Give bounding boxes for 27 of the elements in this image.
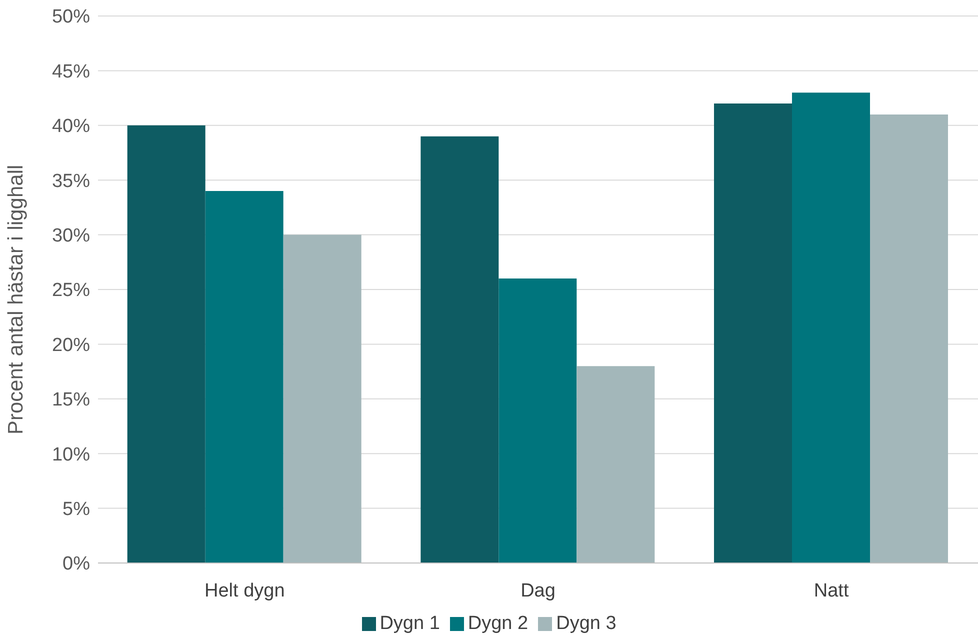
y-axis-title: Procent antal hästar i ligghall bbox=[4, 164, 28, 434]
bar bbox=[792, 92, 870, 563]
y-tick-label: 50% bbox=[52, 6, 90, 28]
y-tick-label: 45% bbox=[52, 61, 90, 82]
bar bbox=[127, 125, 206, 563]
x-tick-label: Helt dygn bbox=[204, 580, 285, 602]
y-tick-label: 0% bbox=[62, 554, 90, 575]
y-tick-label: 15% bbox=[52, 390, 90, 411]
y-tick-label: 5% bbox=[62, 499, 90, 520]
bar bbox=[283, 234, 362, 563]
y-tick-label: 40% bbox=[52, 116, 90, 138]
bar bbox=[205, 191, 284, 563]
bar bbox=[498, 278, 577, 563]
x-tick-label: Dag bbox=[520, 580, 556, 602]
x-tick-label: Natt bbox=[814, 580, 850, 602]
bar bbox=[714, 104, 792, 563]
bar bbox=[870, 114, 948, 563]
y-tick-label: 35% bbox=[52, 170, 90, 192]
bar bbox=[576, 366, 655, 563]
legend-label: Dygn 3 bbox=[556, 613, 616, 634]
y-tick-label: 30% bbox=[52, 226, 90, 247]
bar bbox=[420, 136, 499, 563]
y-tick-label: 20% bbox=[52, 334, 90, 356]
legend-label: Dygn 2 bbox=[468, 613, 528, 634]
legend-label: Dygn 1 bbox=[380, 613, 440, 634]
y-tick-label: 10% bbox=[52, 444, 90, 466]
y-tick-label: 25% bbox=[52, 280, 90, 302]
